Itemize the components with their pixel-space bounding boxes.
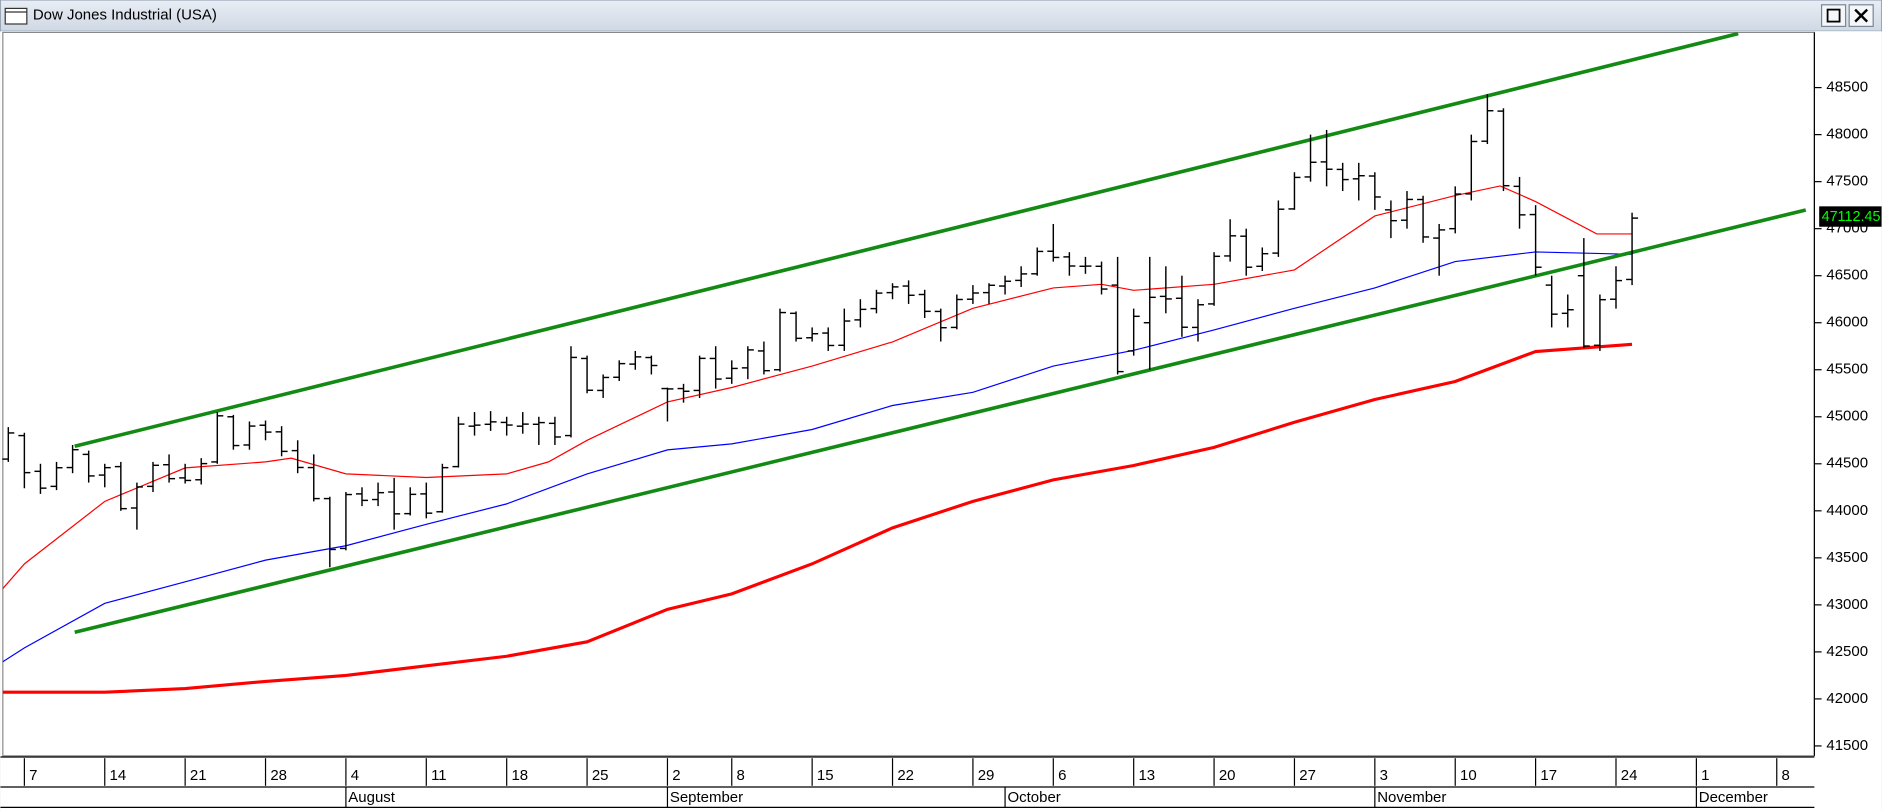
x-tick-label: 10 <box>1460 767 1477 784</box>
x-tick-label: 15 <box>817 767 834 784</box>
plot-area <box>2 31 1815 757</box>
y-tick-label: 46000 <box>1826 314 1868 331</box>
x-tick-label: 24 <box>1621 767 1638 784</box>
y-tick-label: 47500 <box>1826 173 1868 190</box>
x-tick-label: 18 <box>511 767 528 784</box>
y-tick-label: 44000 <box>1826 502 1868 519</box>
month-label: August <box>348 789 395 806</box>
maximize-glyph[interactable] <box>1826 8 1841 23</box>
x-tick-label: 4 <box>351 767 359 784</box>
x-tick-label: 27 <box>1299 767 1316 784</box>
trendline <box>74 208 1807 634</box>
trendline <box>74 32 1739 449</box>
maximize-button-frame[interactable] <box>1820 4 1847 27</box>
y-tick-label: 46500 <box>1826 267 1868 284</box>
close-glyph[interactable] <box>1854 8 1869 23</box>
x-tick-label: 28 <box>270 767 287 784</box>
y-tick-label: 48000 <box>1826 126 1868 143</box>
window-icon <box>4 7 28 25</box>
x-tick-label: 2 <box>672 767 680 784</box>
moving-average <box>2 342 1633 694</box>
title-bar <box>0 0 1882 32</box>
last-price-label: 47112.45 <box>1822 209 1881 225</box>
x-tick-label: 8 <box>1782 767 1790 784</box>
moving-average <box>2 251 1633 663</box>
y-tick-label: 44500 <box>1826 455 1868 472</box>
maximize-button[interactable] <box>1820 4 1847 27</box>
moving-average <box>2 185 1633 590</box>
close-button[interactable] <box>1848 4 1874 27</box>
y-tick-label: 43000 <box>1826 596 1868 613</box>
month-label: December <box>1699 789 1768 806</box>
y-tick-label: 48500 <box>1826 79 1868 96</box>
x-tick-label: 3 <box>1380 767 1388 784</box>
x-tick-label: 25 <box>592 767 609 784</box>
y-tick-label: 45000 <box>1826 408 1868 425</box>
window-title: Dow Jones Industrial (USA) <box>33 7 217 24</box>
x-tick-label: 22 <box>897 767 914 784</box>
month-label: November <box>1377 789 1446 806</box>
x-tick-label: 17 <box>1540 767 1557 784</box>
x-tick-label: 1 <box>1701 767 1709 784</box>
x-tick-label: 14 <box>110 767 127 784</box>
y-tick-label: 43500 <box>1826 549 1868 566</box>
month-label: September <box>670 789 743 806</box>
x-tick-label: 13 <box>1138 767 1155 784</box>
x-tick-label: 21 <box>190 767 207 784</box>
x-tick-label: 6 <box>1058 767 1066 784</box>
x-tick-label: 7 <box>29 767 37 784</box>
y-tick-label: 45500 <box>1826 361 1868 378</box>
y-tick-label: 42000 <box>1826 690 1868 707</box>
last-price-box <box>1819 206 1882 227</box>
x-tick-label: 29 <box>978 767 995 784</box>
y-tick-label: 42500 <box>1826 643 1868 660</box>
x-tick-label: 20 <box>1219 767 1236 784</box>
x-tick-label: 8 <box>737 767 745 784</box>
x-tick-label: 11 <box>431 767 447 784</box>
month-label: October <box>1007 789 1060 806</box>
y-tick-label: 41500 <box>1826 737 1868 754</box>
